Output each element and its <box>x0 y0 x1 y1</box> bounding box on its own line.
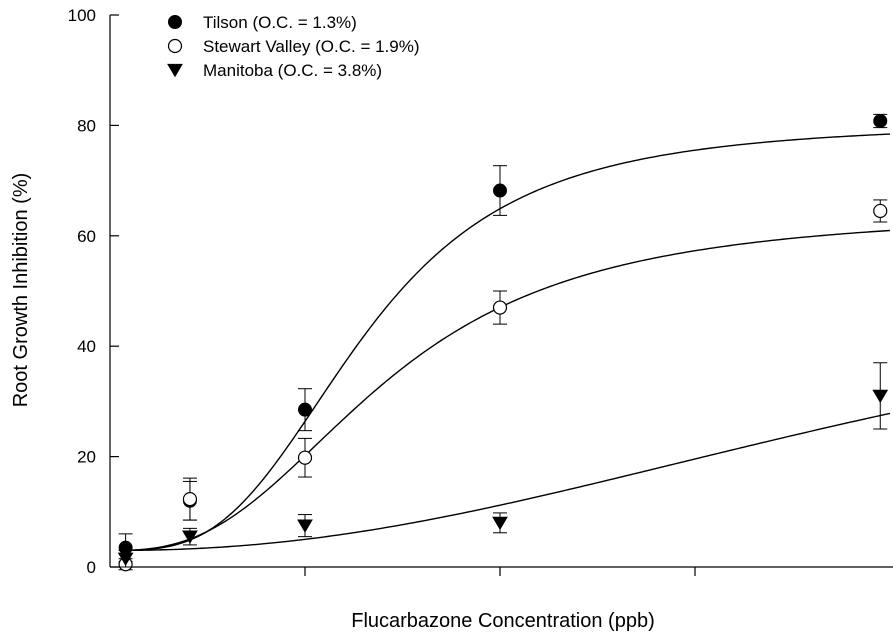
legend-label: Manitoba (O.C. = 3.8%) <box>203 61 382 80</box>
data-markers <box>117 113 889 572</box>
x-axis-title: Flucarbazone Concentration (ppb) <box>351 610 655 632</box>
y-tick-label: 100 <box>68 6 96 25</box>
fit-curves <box>125 133 891 552</box>
data-point <box>873 203 888 219</box>
y-tick-label: 20 <box>77 448 96 467</box>
y-tick-label: 0 <box>87 558 96 577</box>
fit-curve <box>125 133 891 552</box>
y-tick-label: 80 <box>77 116 96 135</box>
data-point <box>117 552 134 567</box>
axes: 0 20 40 60 80 100 <box>68 6 893 577</box>
data-point <box>297 450 313 465</box>
legend-marker <box>167 63 183 78</box>
data-point <box>493 183 507 198</box>
y-tick-label: 40 <box>77 337 96 356</box>
legend-label: Stewart Valley (O.C. = 1.9%) <box>203 37 420 56</box>
data-point <box>182 492 198 507</box>
y-axis-title: Root Growth Inhibition (%) <box>10 173 32 408</box>
y-tick-label: 60 <box>77 227 96 246</box>
fit-curve <box>125 412 891 552</box>
data-point <box>872 389 889 404</box>
data-point <box>297 519 313 533</box>
data-point <box>298 402 312 417</box>
legend: Tilson (O.C. = 1.3%) Stewart Valley (O.C.… <box>167 13 420 80</box>
legend-marker <box>168 15 182 29</box>
data-point <box>873 113 888 128</box>
data-point <box>492 516 508 531</box>
data-point <box>182 530 198 544</box>
data-point <box>492 300 508 315</box>
legend-marker <box>167 38 183 54</box>
legend-label: Tilson (O.C. = 1.3%) <box>203 13 357 32</box>
fit-curve <box>125 229 891 551</box>
